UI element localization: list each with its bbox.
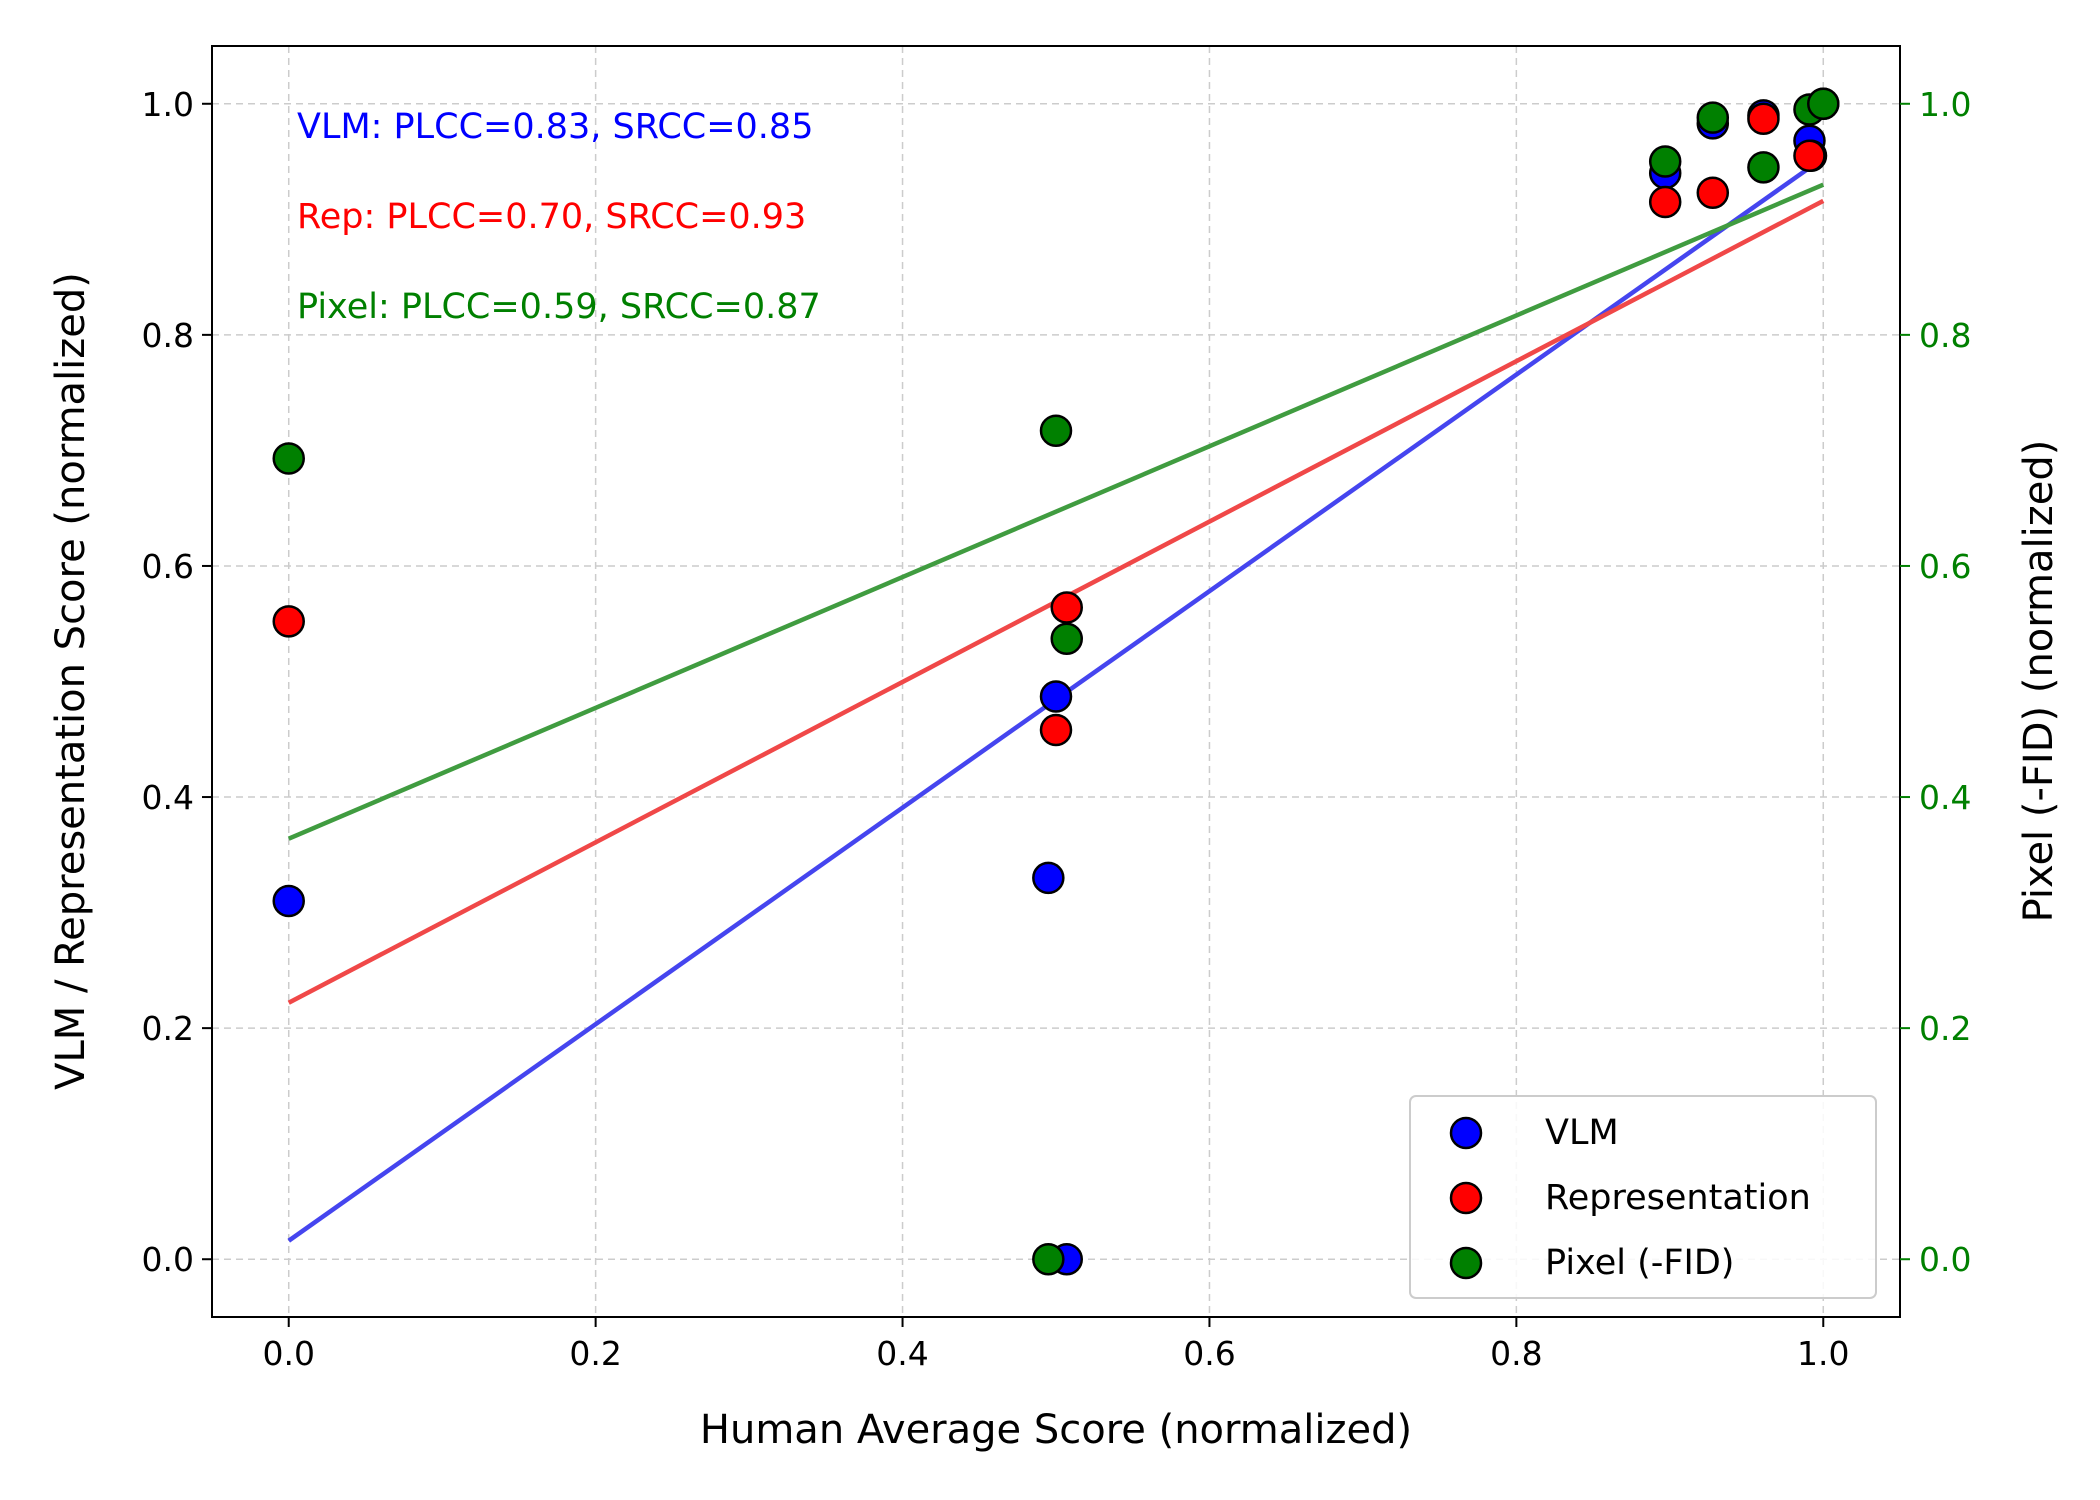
point-representation [1050, 591, 1083, 624]
x-axis-label: Human Average Score (normalized) [700, 1407, 1412, 1453]
y-tick-label: 0.4 [142, 778, 194, 817]
legend-marker [1449, 1181, 1483, 1215]
legend-label: VLM [1545, 1113, 1619, 1153]
point-pixel-fid [1696, 101, 1730, 134]
legend-label: Representation [1545, 1178, 1811, 1218]
point-pixel-fid [1039, 414, 1073, 448]
y-right-tick-label: 0.2 [1919, 1009, 1971, 1048]
annotation-text: VLM: PLCC=0.83, SRCC=0.85 [297, 107, 813, 147]
y-right-tick-label: 0.6 [1919, 547, 1971, 586]
legend-label: Pixel (-FID) [1545, 1243, 1734, 1283]
point-vlm [1039, 680, 1073, 713]
point-vlm [1032, 861, 1065, 895]
legend-box [1409, 1095, 1877, 1299]
fit-line-pixel-fid [287, 182, 1825, 841]
annotation-text: Pixel: PLCC=0.59, SRCC=0.87 [297, 287, 821, 327]
x-tick-label: 0.6 [1183, 1334, 1235, 1373]
point-representation [1696, 176, 1730, 209]
y-axis-label: VLM / Representation Score (normalized) [48, 272, 94, 1090]
point-representation [1648, 185, 1682, 219]
point-representation [272, 605, 305, 638]
x-tick-label: 0.0 [262, 1334, 314, 1373]
axis-ticks: 0.0 0.2 0.4 0.6 0.8 1.0 0.0 0.2 0.4 0.6 0.8 1.0 0.0 0… [142, 85, 1972, 1373]
legend-marker [1449, 1246, 1483, 1280]
y-right-tick-label: 0.0 [1919, 1240, 1971, 1279]
point-pixel-fid [1807, 87, 1840, 121]
y-axis-right-label: Pixel (-FID) (normalized) [2016, 440, 2062, 923]
y-tick-label: 0.2 [142, 1009, 194, 1048]
x-tick-label: 1.0 [1797, 1334, 1849, 1373]
data-points [272, 87, 1840, 1276]
legend: VLM Representation Pixel (-FID) [1409, 1095, 1877, 1299]
point-representation [1747, 102, 1780, 136]
x-tick-label: 0.4 [876, 1334, 928, 1373]
legend-marker [1449, 1116, 1483, 1150]
point-pixel-fid [1032, 1242, 1065, 1276]
point-pixel-fid [272, 442, 305, 475]
point-representation [1039, 713, 1073, 747]
point-pixel-fid [1050, 622, 1083, 655]
y-right-tick-label: 0.4 [1919, 778, 1971, 817]
y-right-tick-label: 1.0 [1919, 85, 1971, 124]
plot-frame [211, 45, 1901, 1318]
y-tick-label: 1.0 [142, 85, 194, 124]
point-vlm [272, 884, 305, 918]
point-pixel-fid [1747, 151, 1780, 184]
point-representation [1793, 139, 1826, 173]
y-tick-label: 0.0 [142, 1240, 194, 1279]
x-tick-label: 0.2 [569, 1334, 621, 1373]
annotation-text: Rep: PLCC=0.70, SRCC=0.93 [297, 197, 806, 237]
y-right-tick-label: 0.8 [1919, 316, 1971, 355]
point-pixel-fid [1648, 145, 1682, 178]
y-tick-label: 0.6 [142, 547, 194, 586]
y-tick-label: 0.8 [142, 316, 194, 355]
x-tick-label: 0.8 [1490, 1334, 1542, 1373]
annotations: VLM: PLCC=0.83, SRCC=0.85 Rep: PLCC=0.70,… [297, 107, 821, 327]
